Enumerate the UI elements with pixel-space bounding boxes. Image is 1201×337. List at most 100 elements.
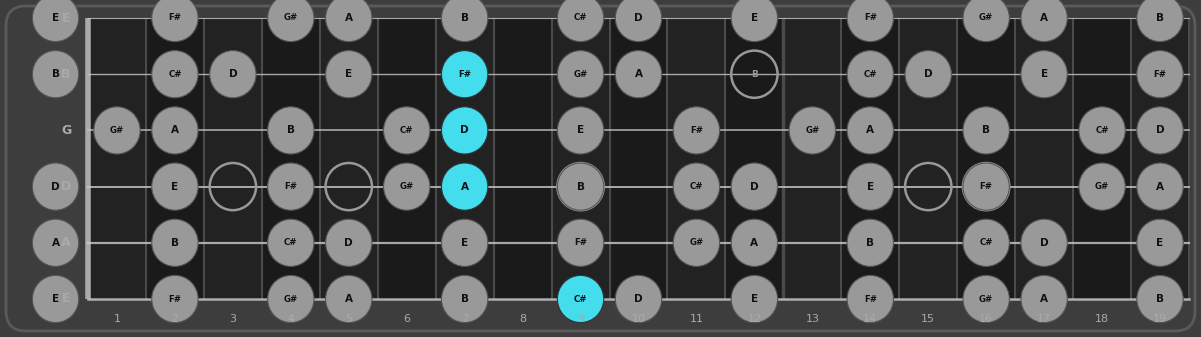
Ellipse shape [151,275,198,323]
Ellipse shape [674,219,719,267]
Ellipse shape [557,275,604,323]
Ellipse shape [32,219,79,267]
Bar [957,18,1015,299]
Ellipse shape [442,275,488,323]
Ellipse shape [268,275,313,323]
Text: C#: C# [1095,126,1109,135]
Text: A: A [461,182,468,192]
Text: B: B [1157,294,1164,304]
Ellipse shape [847,275,894,323]
Text: 6: 6 [404,314,411,324]
Text: D: D [924,69,932,79]
Bar [378,18,436,299]
Bar [783,18,842,299]
Bar [1131,18,1189,299]
Text: D: D [460,125,468,135]
Text: 2: 2 [172,314,179,324]
Text: E: E [52,294,59,304]
Ellipse shape [268,107,313,154]
Ellipse shape [325,51,372,98]
Text: B: B [461,13,468,23]
Text: B: B [982,125,990,135]
Ellipse shape [151,163,198,210]
Ellipse shape [557,0,604,41]
Ellipse shape [94,107,141,154]
Text: B: B [461,294,468,304]
Ellipse shape [963,275,1009,323]
Text: 9: 9 [576,314,584,324]
Text: A: A [866,125,874,135]
Text: A: A [171,125,179,135]
Text: G#: G# [573,70,587,79]
Text: 5: 5 [345,314,352,324]
Text: D: D [228,69,237,79]
Ellipse shape [557,163,604,210]
Ellipse shape [442,163,488,210]
Text: G#: G# [283,295,298,304]
Text: D: D [345,238,353,248]
Text: C#: C# [400,126,413,135]
Text: F#: F# [285,182,298,191]
Text: G#: G# [400,182,414,191]
Ellipse shape [731,219,777,267]
Ellipse shape [442,219,488,267]
Ellipse shape [383,163,430,210]
Ellipse shape [442,107,488,154]
Text: E: E [751,13,758,23]
Bar [725,18,783,299]
Ellipse shape [268,0,313,41]
Bar [262,18,319,299]
Ellipse shape [268,163,313,210]
Text: 12: 12 [747,314,761,324]
Text: 19: 19 [1153,314,1167,324]
Ellipse shape [325,275,372,323]
Ellipse shape [1078,107,1125,154]
Ellipse shape [963,219,1009,267]
Text: E: E [867,182,874,192]
Text: E: E [1157,238,1164,248]
Ellipse shape [1021,0,1068,41]
Text: 13: 13 [806,314,819,324]
Text: 4: 4 [287,314,294,324]
Text: F#: F# [574,238,587,247]
Text: F#: F# [168,13,181,23]
Ellipse shape [325,0,372,41]
Text: B: B [287,125,294,135]
Ellipse shape [442,0,488,41]
Text: A: A [1040,294,1048,304]
Bar [842,18,900,299]
Ellipse shape [1137,0,1183,41]
FancyBboxPatch shape [6,6,1195,331]
Ellipse shape [615,0,662,41]
Ellipse shape [1021,219,1068,267]
Text: B: B [576,182,585,192]
Text: A: A [1040,13,1048,23]
Text: F#: F# [689,126,703,135]
Bar [1074,18,1131,299]
Ellipse shape [442,51,488,98]
Bar [900,18,957,299]
Text: D: D [1040,238,1048,248]
Ellipse shape [151,0,198,41]
Ellipse shape [1137,163,1183,210]
Text: A: A [345,294,353,304]
Text: E: E [172,182,179,192]
Text: 14: 14 [864,314,878,324]
Text: B: B [171,238,179,248]
Text: 16: 16 [979,314,993,324]
Text: G#: G# [1095,182,1110,191]
Text: A: A [1157,182,1164,192]
Text: F#: F# [980,182,993,191]
Text: F#: F# [1153,70,1166,79]
Text: F#: F# [864,13,877,23]
Text: G#: G# [689,238,704,247]
Bar [668,18,725,299]
Ellipse shape [557,51,604,98]
Text: B: B [751,70,758,79]
Text: A: A [345,13,353,23]
Ellipse shape [383,107,430,154]
Ellipse shape [847,0,894,41]
Ellipse shape [557,107,604,154]
Text: C#: C# [689,182,704,191]
Text: E: E [751,294,758,304]
